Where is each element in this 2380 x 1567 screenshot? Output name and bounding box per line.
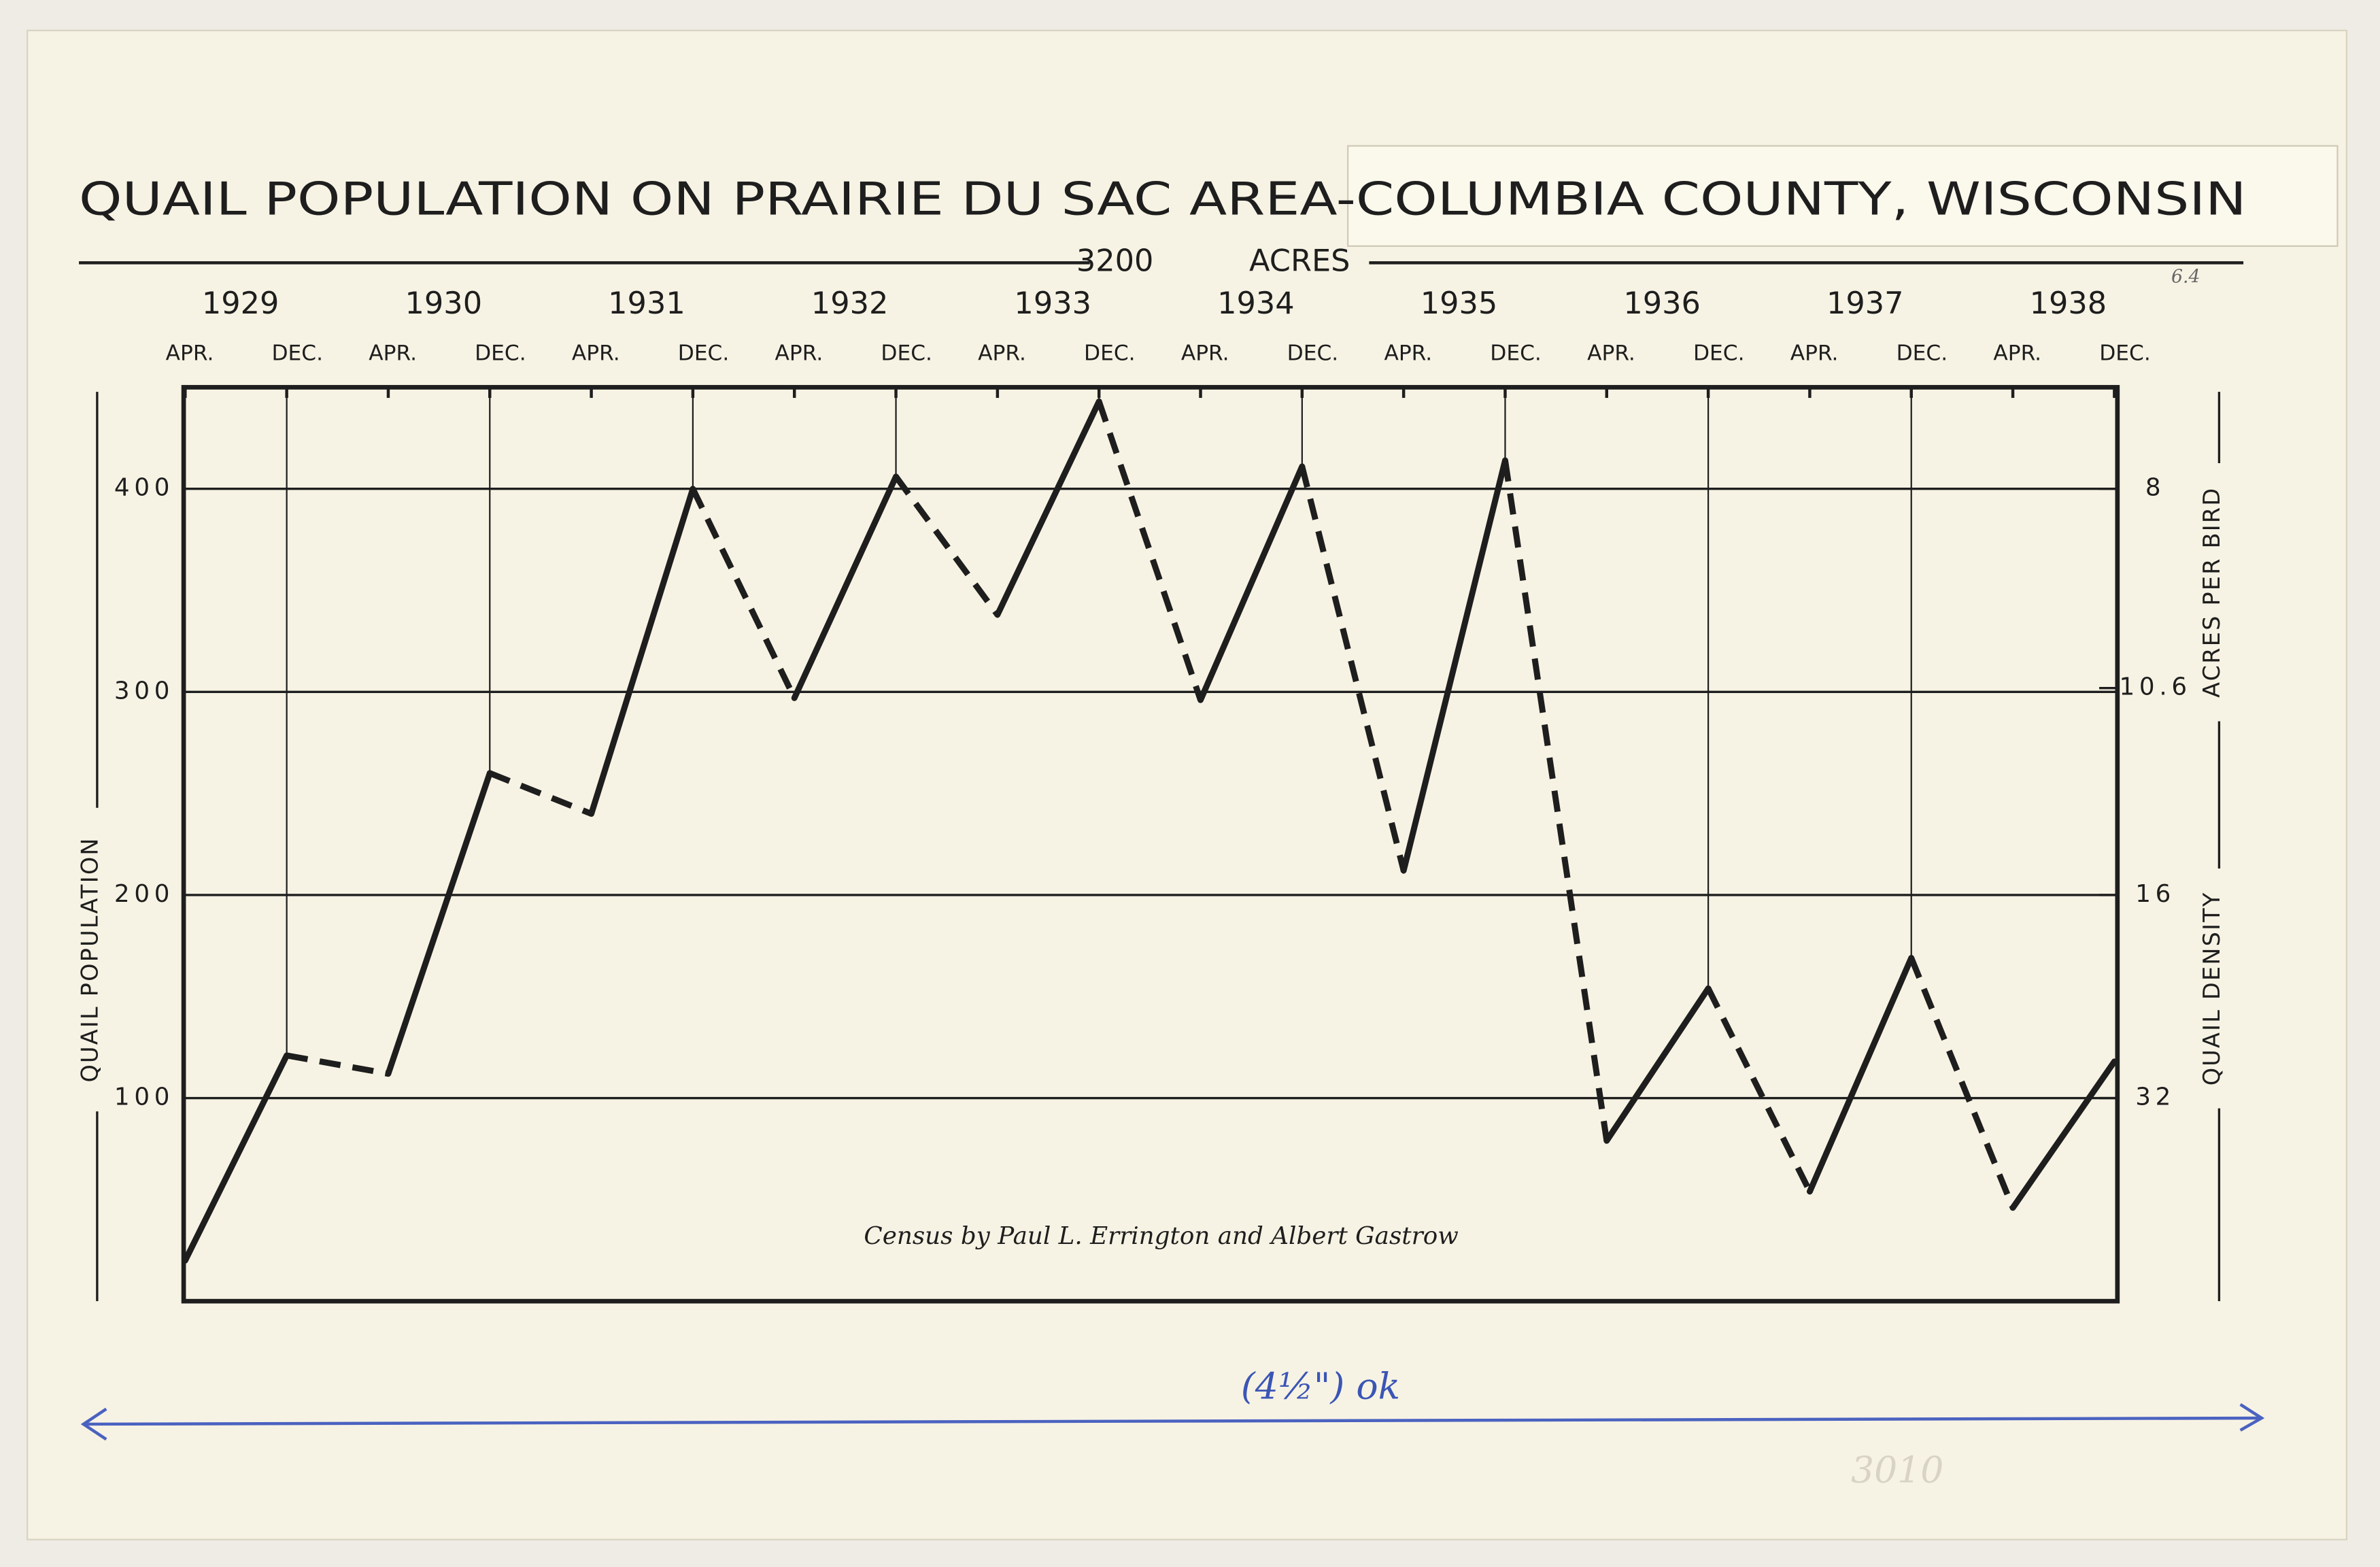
paper: [27, 29, 2348, 1540]
x-tick-label: APR.: [1790, 341, 1839, 365]
y2-axis-label: QUAIL DENSITY: [2198, 891, 2225, 1085]
annotation: 3010: [1851, 1448, 1943, 1491]
y-tick-label: 400: [114, 474, 174, 502]
line-segment: [994, 398, 1102, 618]
line-segment-dashed: [488, 770, 593, 817]
x-tick-label: DEC.: [678, 341, 730, 365]
x-tick-label: APR.: [1181, 341, 1229, 365]
year-label: 1937: [1826, 286, 1904, 321]
year-label: 1935: [1421, 286, 1498, 321]
annotation: Census by Paul L. Errington and Albert G…: [864, 1222, 1458, 1250]
y2-tick-label: 8: [2145, 474, 2165, 502]
line-segment-dashed: [1095, 400, 1204, 701]
line-segment: [791, 473, 900, 701]
x-tick-label: DEC.: [475, 341, 526, 365]
x-tick-label: APR.: [1384, 341, 1432, 365]
line-segment: [588, 486, 696, 817]
x-tick-label: APR.: [369, 341, 417, 365]
x-tick-label: APR.: [166, 341, 214, 365]
scale-arrow: [83, 1416, 2262, 1426]
x-tick-label: APR.: [1587, 341, 1635, 365]
line-segment-dashed: [1502, 460, 1610, 1141]
subtitle-area: 3200: [1076, 243, 1154, 278]
line-segment-dashed: [893, 475, 1000, 617]
x-tick-label: DEC.: [1084, 341, 1136, 365]
year-label: 1931: [608, 286, 685, 321]
x-tick-label: DEC.: [1897, 341, 1948, 365]
line-segment: [1603, 985, 1712, 1144]
plot-frame: [181, 385, 2120, 1304]
x-tick-label: APR.: [978, 341, 1026, 365]
line-segment-dashed: [1299, 465, 1407, 872]
year-label: 1934: [1217, 286, 1295, 321]
x-tick-label: DEC.: [1490, 341, 1542, 365]
line-segment-dashed: [1908, 956, 2016, 1209]
x-tick-label: DEC.: [1693, 341, 1745, 365]
line-segment: [182, 1052, 290, 1264]
y-tick-label: 300: [114, 677, 174, 705]
x-tick-label: DEC.: [2099, 341, 2151, 365]
line-segment: [385, 770, 493, 1077]
y2-tick-label: 32: [2135, 1083, 2175, 1111]
x-tick-label: APR.: [775, 341, 823, 365]
x-tick-label: APR.: [572, 341, 620, 365]
subtitle-unit: ACRES: [1249, 243, 1350, 278]
arrow-heads: [80, 1403, 2265, 1441]
line-segment-dashed: [690, 487, 798, 700]
annotation: (4½") ok: [1241, 1365, 1400, 1408]
year-label: 1933: [1014, 286, 1091, 321]
y2-tick-label: 10.6: [2120, 673, 2192, 701]
line-segment: [1197, 463, 1306, 703]
x-tick-label: DEC.: [1287, 341, 1339, 365]
line-segment: [1806, 955, 1915, 1195]
y-tick-label: 100: [114, 1083, 174, 1111]
y2-tick-label: 16: [2135, 880, 2175, 908]
year-label: 1932: [811, 286, 889, 321]
line-segment: [1400, 457, 1508, 874]
year-label: 1929: [202, 286, 279, 321]
line-segment: [2009, 1058, 2118, 1211]
line-segment-dashed: [286, 1052, 389, 1077]
year-label: 1936: [1623, 286, 1701, 321]
x-tick-label: DEC.: [271, 341, 323, 365]
y-axis-label: QUAIL POPULATION: [76, 837, 103, 1082]
y-tick-label: 200: [114, 880, 174, 908]
y2-axis-label: ACRES PER BIRD: [2198, 487, 2225, 698]
year-label: 1930: [405, 286, 483, 321]
line-segment-dashed: [1705, 987, 1813, 1193]
chart-title: QUAIL POPULATION ON PRAIRIE DU SAC AREA-…: [79, 173, 2247, 226]
year-label: 1938: [2030, 286, 2107, 321]
x-tick-label: DEC.: [881, 341, 932, 365]
annotation: 6.4: [2171, 267, 2200, 288]
x-tick-label: APR.: [1993, 341, 2041, 365]
pasted-label: [1347, 145, 2339, 247]
